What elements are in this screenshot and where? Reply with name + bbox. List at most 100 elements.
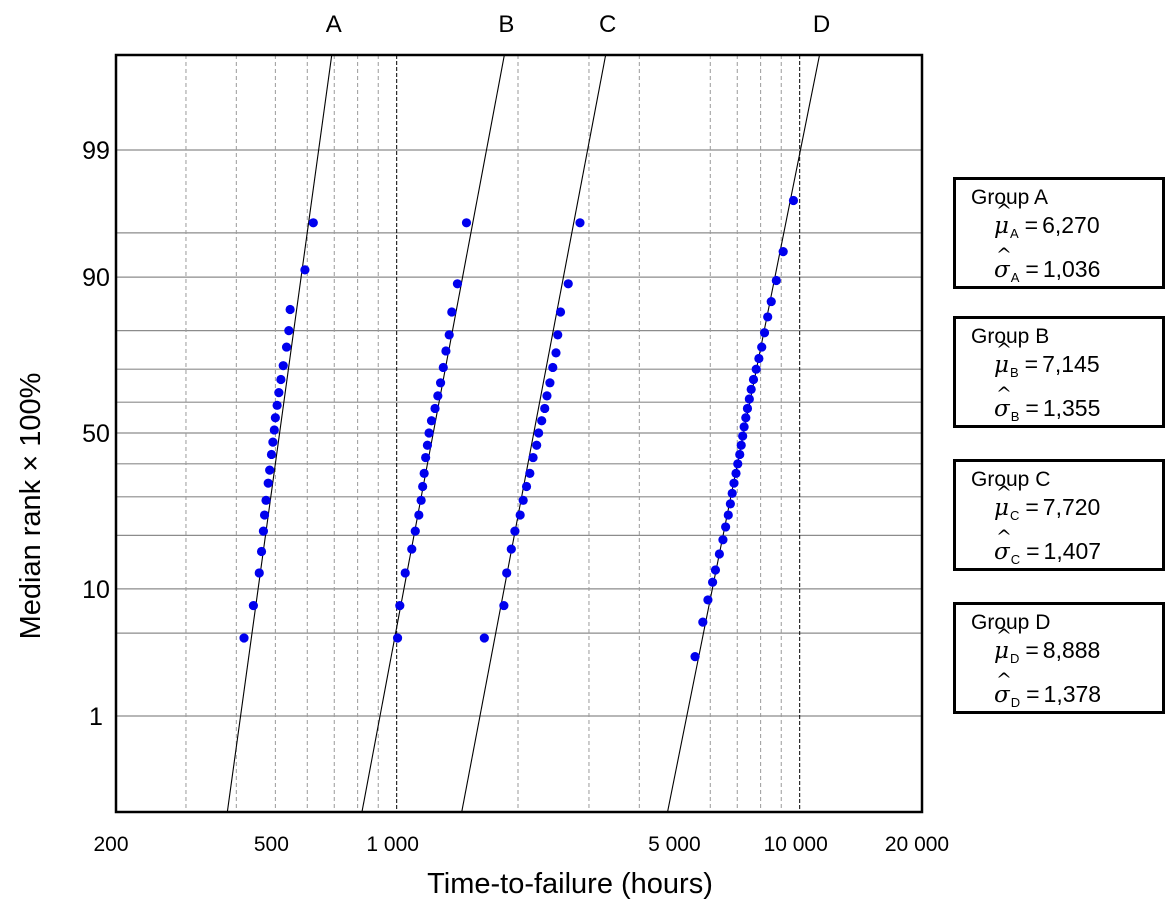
series-label-b: B: [498, 11, 514, 38]
data-point: [266, 449, 277, 460]
legend-mu-line: μC=7,720: [994, 480, 1101, 529]
data-point: [300, 265, 310, 275]
legend-subscript: C: [1009, 508, 1020, 523]
data-point: [278, 361, 288, 371]
data-point: [729, 478, 739, 488]
legend-sigma-value: 1,378: [1043, 681, 1102, 707]
data-point: [555, 307, 566, 317]
data-point: [430, 403, 440, 414]
data-point: [461, 218, 472, 228]
data-point: [416, 495, 426, 505]
data-point: [714, 549, 724, 559]
data-point: [419, 468, 429, 478]
data-point: [285, 304, 295, 315]
y-tick-label: 10: [82, 576, 110, 604]
data-point: [426, 416, 437, 426]
y-tick-label: 99: [82, 137, 110, 165]
data-point: [452, 279, 463, 289]
legend-sigma-value: 1,407: [1043, 538, 1102, 564]
data-point: [270, 413, 280, 423]
data-point: [499, 600, 509, 611]
data-point: [741, 413, 751, 423]
y-axis-label: Median rank × 100%: [15, 373, 47, 640]
data-point: [735, 449, 745, 460]
legend-mu-value: 8,888: [1042, 637, 1101, 663]
data-point: [725, 499, 735, 509]
legend-sigma-line: σA=1,036: [994, 242, 1101, 291]
data-point: [532, 440, 542, 450]
data-point: [698, 617, 708, 627]
x-tick-label: 10 000: [764, 833, 828, 856]
data-point: [261, 495, 271, 505]
data-point: [771, 275, 781, 286]
data-point: [723, 510, 733, 520]
data-point: [274, 388, 284, 398]
data-point: [515, 510, 525, 520]
data-point: [757, 342, 767, 352]
mu-symbol: μ: [994, 198, 1012, 239]
data-point: [542, 391, 552, 401]
data-point: [721, 522, 731, 532]
data-point: [435, 378, 446, 388]
data-point: [265, 465, 275, 475]
legend-sigma-value: 1,036: [1042, 256, 1101, 282]
data-point: [738, 431, 748, 441]
data-point: [518, 495, 528, 505]
data-point: [736, 440, 746, 450]
data-point: [276, 374, 286, 385]
data-point: [528, 452, 538, 463]
data-point: [281, 342, 292, 352]
data-point: [754, 353, 764, 364]
mu-symbol: μ: [994, 623, 1012, 664]
data-point: [392, 633, 403, 643]
data-point: [744, 394, 754, 404]
sigma-symbol: σ: [994, 242, 1012, 283]
data-point: [479, 633, 489, 643]
data-point: [421, 452, 431, 463]
sigma-symbol: σ: [994, 381, 1012, 422]
x-tick-label: 500: [254, 833, 289, 856]
legend-mu-value: 7,145: [1042, 351, 1100, 377]
data-point: [742, 403, 753, 414]
data-point: [575, 218, 585, 228]
data-point: [551, 348, 561, 358]
data-point: [788, 195, 799, 206]
legend-group-a: Group A μA=6,270 σA=1,036: [953, 177, 1165, 289]
fit-line-a: [226, 55, 333, 812]
legend-mu-value: 6,270: [1042, 212, 1100, 238]
data-point: [422, 440, 433, 450]
data-point: [400, 568, 410, 578]
data-point: [239, 633, 249, 643]
data-point: [690, 652, 700, 662]
data-point: [537, 416, 547, 426]
legend-mu-line: μB=7,145: [994, 337, 1100, 386]
mu-symbol: μ: [994, 337, 1012, 378]
data-point: [248, 600, 258, 611]
data-point: [444, 330, 454, 340]
data-point: [438, 362, 448, 373]
legend-subscript: A: [1009, 226, 1019, 241]
legend-subscript: D: [1010, 695, 1021, 710]
legend-subscript: C: [1010, 552, 1021, 567]
data-point: [707, 577, 718, 587]
data-point: [763, 312, 773, 322]
x-tick-label: 200: [93, 833, 128, 856]
legend-sigma-line: σB=1,355: [994, 381, 1100, 430]
data-point: [269, 425, 279, 435]
data-point: [263, 478, 273, 488]
legend-mu-value: 7,720: [1042, 494, 1101, 520]
data-point: [718, 535, 728, 545]
data-point: [751, 364, 761, 374]
data-point: [548, 362, 558, 373]
data-point: [525, 468, 535, 478]
data-point: [395, 600, 405, 611]
x-tick-label: 20 000: [885, 833, 949, 856]
data-point: [521, 481, 532, 492]
data-point: [272, 400, 282, 410]
legend-group-c: Group C μC=7,720 σC=1,407: [953, 459, 1165, 571]
data-point: [254, 568, 264, 578]
data-point: [553, 330, 563, 340]
data-point: [258, 526, 269, 536]
data-point: [441, 346, 451, 356]
legend-sigma-line: σC=1,407: [994, 524, 1102, 573]
